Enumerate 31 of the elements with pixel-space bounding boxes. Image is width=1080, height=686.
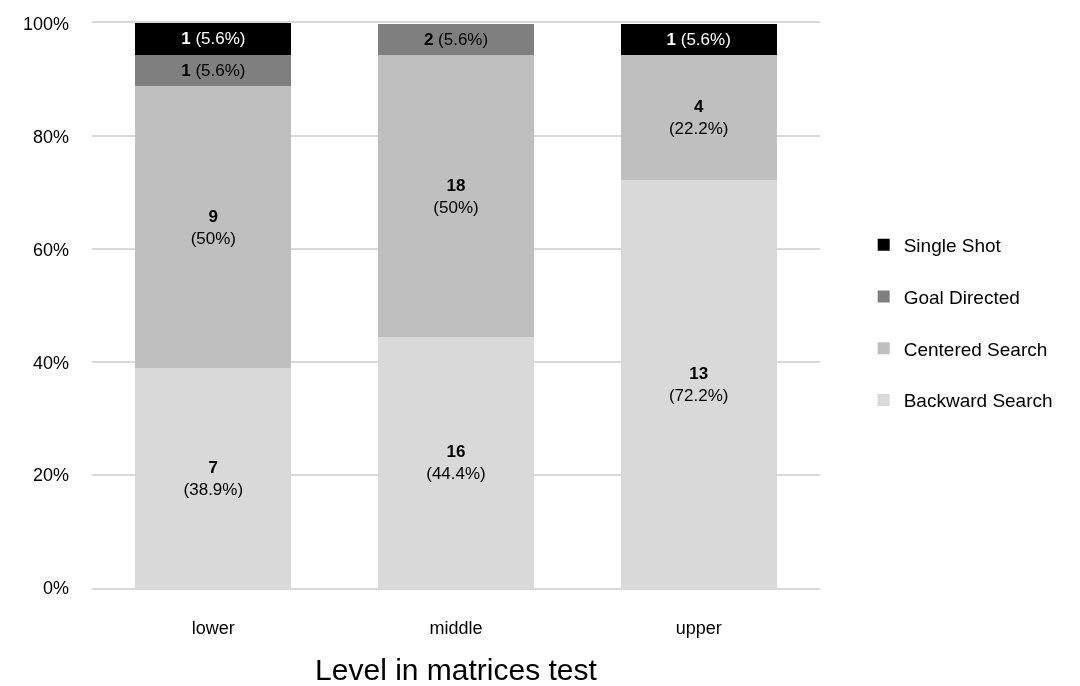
bar <box>377 23 535 56</box>
x-tick-label: upper <box>675 617 722 638</box>
y-tick-label: 60% <box>32 239 69 260</box>
x-tick-label: middle <box>429 617 483 638</box>
bar <box>620 23 777 56</box>
data-label: 13 (72.2%) <box>668 363 729 405</box>
data-label: 16 (44.4%) <box>426 442 486 484</box>
data-label: 18 (50%) <box>433 175 479 217</box>
legend-label: Centered Search <box>903 338 1048 360</box>
x-tick-label: lower <box>191 617 235 638</box>
data-label: 2 (5.6%) <box>423 29 489 49</box>
data-label: 9 (50%) <box>190 206 237 248</box>
y-tick-label: 0% <box>42 578 69 599</box>
legend-label: Backward Search <box>903 390 1053 412</box>
y-tick-label: 80% <box>32 126 69 147</box>
y-tick-label: 20% <box>32 465 69 486</box>
data-label: 1 (5.6%) <box>181 29 246 49</box>
y-tick-label: 100% <box>22 13 69 34</box>
x-axis-title: Level in matrices test <box>315 653 598 686</box>
y-tick-label: 40% <box>32 352 69 373</box>
data-label: 7 (38.9%) <box>183 457 244 499</box>
data-label: 1 (5.6%) <box>181 60 246 80</box>
data-label: 4 (22.2%) <box>668 97 729 139</box>
legend-label: Goal Directed <box>903 286 1020 308</box>
bar <box>620 55 777 181</box>
bar <box>135 86 292 369</box>
data-label: 1 (5.6%) <box>666 29 731 49</box>
legend-label: Single Shot <box>903 235 1002 257</box>
bar <box>135 23 292 55</box>
bar <box>135 54 292 87</box>
bar <box>377 55 535 338</box>
